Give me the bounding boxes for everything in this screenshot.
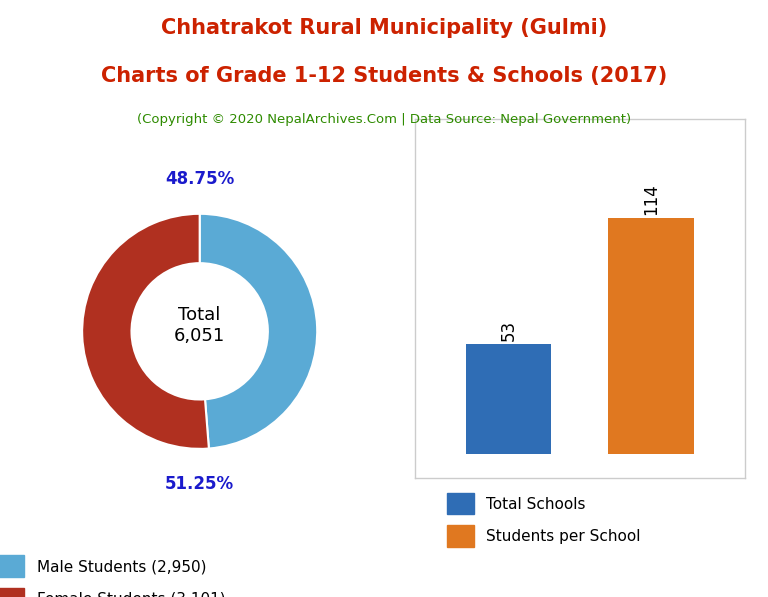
Text: 48.75%: 48.75% [165,170,234,187]
Text: Chhatrakot Rural Municipality (Gulmi): Chhatrakot Rural Municipality (Gulmi) [161,18,607,38]
Legend: Total Schools, Students per School: Total Schools, Students per School [439,485,648,555]
Text: Charts of Grade 1-12 Students & Schools (2017): Charts of Grade 1-12 Students & Schools … [101,66,667,86]
Text: 51.25%: 51.25% [165,475,234,493]
Text: 53: 53 [500,320,518,341]
Text: 114: 114 [642,183,660,215]
Legend: Male Students (2,950), Female Students (3,101): Male Students (2,950), Female Students (… [0,548,233,597]
Wedge shape [200,214,317,448]
Text: (Copyright © 2020 NepalArchives.Com | Data Source: Nepal Government): (Copyright © 2020 NepalArchives.Com | Da… [137,113,631,127]
Text: Total
6,051: Total 6,051 [174,306,225,345]
Wedge shape [82,214,209,449]
Bar [466,344,551,454]
Bar [608,218,694,454]
